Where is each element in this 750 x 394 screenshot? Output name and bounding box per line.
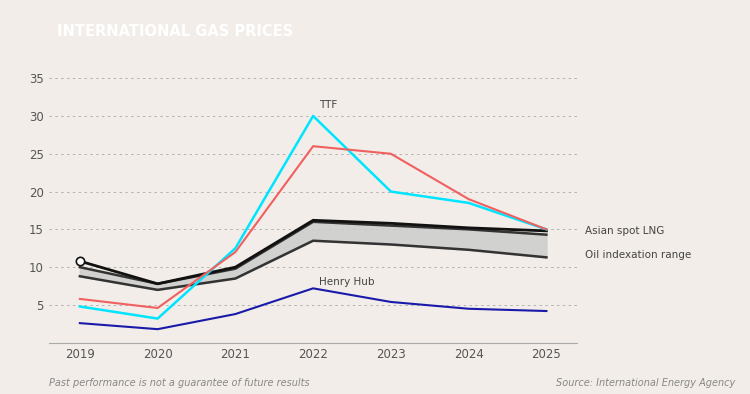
Text: Source: International Energy Agency: Source: International Energy Agency	[556, 378, 735, 388]
Text: TTF: TTF	[320, 100, 338, 110]
Text: Asian spot LNG: Asian spot LNG	[585, 226, 664, 236]
Text: Oil indexation range: Oil indexation range	[585, 250, 692, 260]
Text: INTERNATIONAL GAS PRICES: INTERNATIONAL GAS PRICES	[57, 24, 293, 39]
Text: Past performance is not a guarantee of future results: Past performance is not a guarantee of f…	[49, 378, 309, 388]
Text: Henry Hub: Henry Hub	[320, 277, 375, 287]
